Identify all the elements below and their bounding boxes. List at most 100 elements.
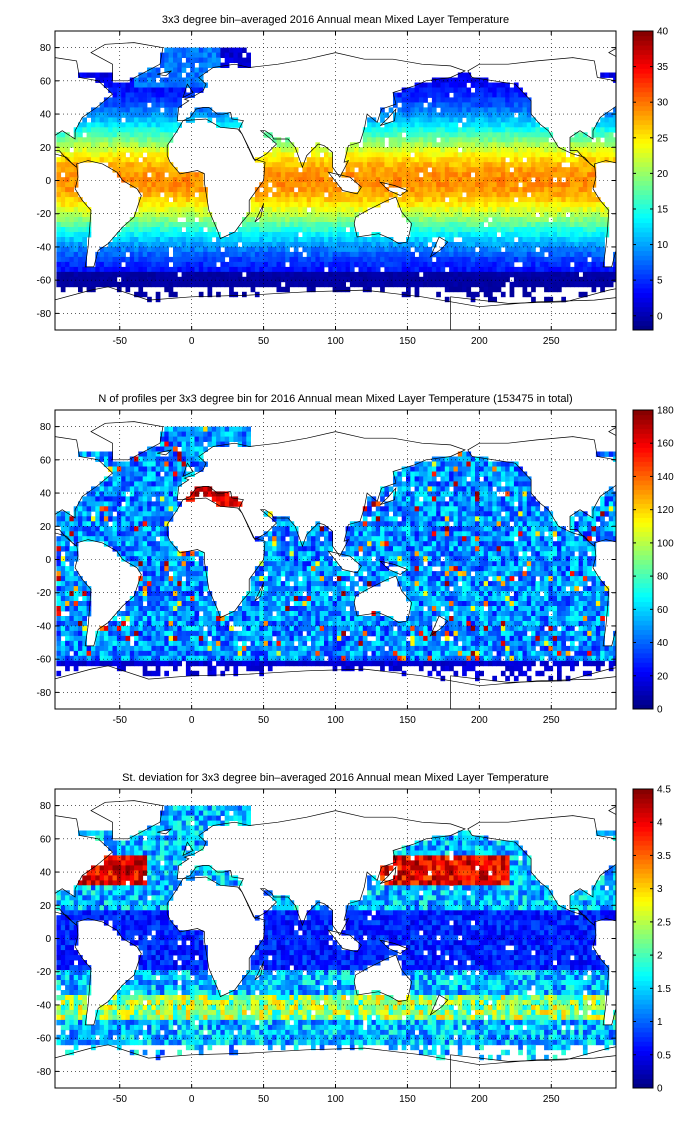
heatmap-cell: [475, 177, 480, 183]
heatmap-cell: [246, 271, 251, 278]
heatmap-cell: [60, 511, 66, 517]
heatmap-cell: [332, 182, 338, 188]
heatmap-cell: [406, 172, 411, 178]
heatmap-cell: [289, 152, 295, 158]
heatmap-cell: [229, 436, 234, 442]
colorbar-swatch: [633, 241, 653, 247]
heatmap-cell: [371, 237, 377, 243]
heatmap-cell: [427, 271, 433, 278]
heatmap-cell: [293, 266, 299, 273]
heatmap-cell: [242, 266, 247, 273]
heatmap-cell: [147, 486, 152, 492]
heatmap-cell: [164, 212, 169, 218]
heatmap-cell: [444, 271, 450, 278]
heatmap-cell: [539, 132, 545, 138]
heatmap-cell: [513, 167, 519, 173]
heatmap-cell: [198, 246, 204, 253]
heatmap-cell: [164, 117, 169, 123]
heatmap-cell: [216, 251, 221, 258]
heatmap-cell: [319, 212, 325, 218]
heatmap-cell: [406, 92, 411, 98]
heatmap-cell: [466, 501, 472, 507]
heatmap-cell: [250, 281, 256, 288]
heatmap-cell: [138, 256, 144, 263]
heatmap-cell: [522, 281, 528, 288]
heatmap-cell: [95, 266, 100, 273]
heatmap-cell: [505, 476, 510, 482]
heatmap-cell: [483, 102, 489, 108]
heatmap-cell: [129, 157, 135, 163]
heatmap-cell: [587, 251, 592, 258]
heatmap-cell: [116, 127, 122, 133]
heatmap-cell: [246, 232, 251, 238]
heatmap-cell: [237, 501, 243, 507]
heatmap-cell: [531, 172, 536, 178]
heatmap-cell: [60, 167, 66, 173]
heatmap-cell: [259, 202, 264, 208]
heatmap-cell: [306, 266, 312, 273]
heatmap-cell: [539, 127, 545, 133]
heatmap-cell: [112, 157, 118, 163]
heatmap-cell: [483, 256, 489, 263]
heatmap-cell: [509, 506, 515, 512]
heatmap-cell: [177, 227, 182, 233]
heatmap-cell: [406, 481, 411, 487]
heatmap-cell: [367, 162, 372, 168]
heatmap-cell: [440, 271, 446, 278]
heatmap-cell: [479, 261, 484, 268]
heatmap-cell: [73, 132, 79, 138]
heatmap-cell: [513, 266, 519, 273]
heatmap-cell: [535, 162, 541, 168]
heatmap-cell: [449, 281, 454, 288]
heatmap-cell: [531, 501, 536, 507]
heatmap-cell: [406, 137, 411, 143]
heatmap-cell: [125, 87, 131, 93]
heatmap-cell: [190, 227, 195, 233]
heatmap-cell: [591, 266, 597, 273]
heatmap-cell: [73, 281, 79, 288]
heatmap-cell: [457, 271, 463, 278]
heatmap-cell: [285, 152, 290, 158]
heatmap-cell: [155, 237, 161, 243]
heatmap-cell: [410, 157, 415, 163]
heatmap-cell: [449, 137, 454, 143]
heatmap-cell: [475, 192, 480, 198]
heatmap-cell: [82, 142, 87, 148]
heatmap-cell: [302, 227, 308, 233]
heatmap-cell: [315, 237, 321, 243]
heatmap-cell: [410, 102, 415, 108]
heatmap-cell: [60, 232, 66, 238]
heatmap-cell: [453, 212, 459, 218]
heatmap-cell: [229, 281, 234, 288]
heatmap-cell: [332, 237, 338, 243]
heatmap-cell: [168, 436, 174, 442]
heatmap-cell: [444, 256, 450, 263]
heatmap-cell: [142, 266, 148, 273]
heatmap-cell: [570, 276, 575, 283]
heatmap-cell: [531, 251, 536, 258]
heatmap-cell: [500, 266, 506, 273]
heatmap-cell: [147, 242, 152, 248]
heatmap-cell: [600, 496, 605, 502]
heatmap-cell: [177, 197, 182, 203]
heatmap-cell: [272, 202, 277, 208]
heatmap-cell: [168, 112, 174, 118]
heatmap-cell: [125, 117, 131, 123]
heatmap-cell: [582, 266, 588, 273]
heatmap-cell: [164, 491, 169, 497]
heatmap-cell: [181, 52, 187, 58]
heatmap-cell: [315, 246, 321, 253]
heatmap-cell: [444, 246, 450, 253]
heatmap-cell: [591, 127, 597, 133]
heatmap-cell: [488, 112, 493, 118]
heatmap-cell: [349, 212, 355, 218]
heatmap-cell: [483, 476, 489, 482]
heatmap-cell: [250, 271, 256, 278]
heatmap-cell: [500, 197, 506, 203]
heatmap-cell: [410, 97, 415, 103]
colorbar-swatch: [633, 161, 653, 167]
heatmap-cell: [380, 506, 385, 512]
heatmap-cell: [518, 501, 523, 507]
heatmap-cell: [431, 92, 437, 98]
heatmap-cell: [574, 271, 579, 278]
